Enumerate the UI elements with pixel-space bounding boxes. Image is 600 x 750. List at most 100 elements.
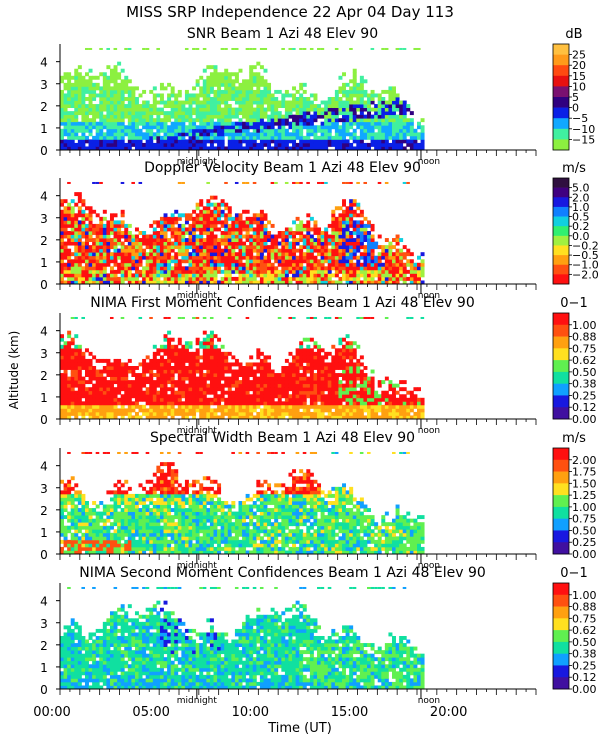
heatmap-cell: [370, 93, 375, 98]
heatmap-cell: [220, 397, 225, 402]
heatmap-cell: [224, 351, 229, 356]
heatmap-cell: [256, 366, 261, 370]
heatmap-cell: [195, 248, 200, 253]
heatmap-cell: [63, 104, 68, 108]
y-tick-label: 3: [40, 78, 48, 92]
heatmap-cell: [142, 276, 147, 281]
heatmap-cell: [67, 213, 72, 218]
heatmap-cell: [167, 118, 172, 123]
heatmap-cell: [317, 227, 322, 232]
heatmap-cell: [188, 259, 193, 264]
heatmap-cell: [152, 351, 157, 356]
heatmap-cell: [202, 248, 207, 253]
heatmap-cell: [99, 408, 104, 413]
heatmap-cell: [356, 238, 361, 242]
heatmap-cell: [249, 223, 254, 228]
heatmap-cell: [227, 366, 232, 370]
panel-title: Doppler Velocity Beam 1 Azi 48 Elev 90: [144, 160, 421, 176]
heatmap-cell: [352, 245, 357, 250]
heatmap-cell: [106, 245, 111, 250]
heatmap-cell: [224, 376, 229, 381]
heatmap-cell: [402, 47, 407, 50]
heatmap-cell: [392, 269, 396, 274]
heatmap-cell: [74, 135, 79, 140]
colorbar-label: −5: [572, 112, 588, 125]
heatmap-cell: [324, 269, 329, 274]
heatmap-cell: [117, 383, 122, 388]
heatmap-cell: [370, 128, 375, 133]
heatmap-cell: [106, 415, 111, 420]
heatmap-cell: [99, 97, 104, 101]
heatmap-cell: [77, 390, 82, 395]
heatmap-cell: [74, 68, 79, 73]
heatmap-cell: [259, 79, 264, 84]
heatmap-cell: [156, 135, 161, 140]
heatmap-cell: [217, 401, 222, 406]
heatmap-cell: [192, 358, 197, 363]
heatmap-cell: [331, 114, 336, 119]
heatmap-cell: [149, 380, 154, 385]
heatmap-cell: [95, 401, 100, 406]
heatmap-cell: [174, 411, 179, 416]
heatmap-cell: [184, 266, 189, 271]
heatmap-cell: [320, 114, 325, 119]
heatmap-cell: [109, 316, 114, 319]
heatmap-cell: [102, 209, 107, 214]
heatmap-cell: [259, 121, 264, 126]
heatmap-cell: [70, 276, 75, 281]
heatmap-cell: [184, 276, 189, 281]
heatmap-cell: [227, 209, 232, 214]
heatmap-cell: [142, 408, 147, 413]
heatmap-cell: [317, 366, 322, 370]
heatmap-cell: [188, 111, 193, 116]
heatmap-cell: [392, 132, 396, 137]
heatmap-cell: [131, 97, 136, 101]
heatmap-cell: [134, 415, 139, 420]
heatmap-cell: [156, 404, 161, 409]
heatmap-cell: [156, 93, 161, 98]
heatmap-cell: [245, 47, 250, 50]
heatmap-cell: [181, 142, 186, 147]
heatmap-cell: [159, 397, 164, 402]
heatmap-cell: [367, 280, 371, 285]
colorbar-swatch: [553, 187, 569, 198]
heatmap-cell: [152, 276, 157, 281]
heatmap-cell: [388, 128, 393, 133]
heatmap-cell: [184, 213, 189, 218]
heatmap-cell: [199, 111, 204, 116]
heatmap-cell: [231, 401, 236, 406]
heatmap-cell: [299, 111, 304, 116]
heatmap-cell: [231, 93, 236, 98]
heatmap-cell: [259, 132, 264, 137]
heatmap-cell: [134, 234, 139, 239]
heatmap-cell: [209, 202, 214, 207]
heatmap-cell: [152, 380, 157, 385]
heatmap-cell: [209, 362, 214, 367]
heatmap-cell: [199, 369, 204, 374]
heatmap-cell: [345, 89, 350, 94]
heatmap-cell: [120, 269, 125, 274]
heatmap-cell: [170, 369, 175, 374]
heatmap-cell: [267, 107, 272, 112]
heatmap-cell: [277, 125, 282, 130]
heatmap-cell: [163, 344, 168, 349]
heatmap-cell: [156, 220, 161, 225]
heatmap-cell: [67, 121, 72, 126]
heatmap-cell: [245, 79, 250, 84]
heatmap-cell: [409, 269, 414, 274]
heatmap-cell: [377, 269, 382, 274]
heatmap-cell: [202, 252, 207, 257]
heatmap-cell: [124, 390, 129, 395]
heatmap-cell: [302, 280, 307, 285]
heatmap-cell: [317, 135, 322, 140]
heatmap-cell: [156, 269, 161, 274]
heatmap-cell: [145, 252, 150, 257]
heatmap-cell: [202, 348, 207, 353]
heatmap-cell: [188, 255, 193, 260]
heatmap-cell: [388, 107, 393, 112]
heatmap-cell: [356, 259, 361, 264]
heatmap-cell: [245, 97, 250, 101]
heatmap-cell: [67, 72, 72, 77]
heatmap-cell: [238, 241, 243, 246]
heatmap-cell: [313, 93, 318, 98]
